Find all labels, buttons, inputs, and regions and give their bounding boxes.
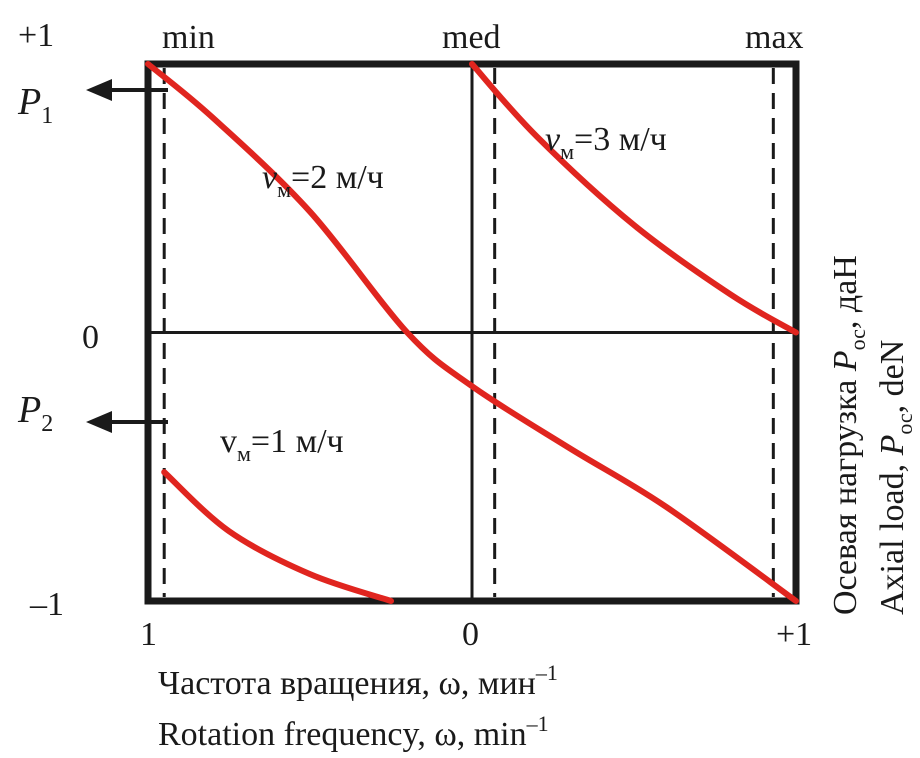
series-label-1: vм=1 м/ч xyxy=(220,423,344,466)
y-scale-label-bottom: –1 xyxy=(29,586,64,623)
top-label-med: med xyxy=(442,19,501,56)
top-label-max: max xyxy=(745,19,804,56)
y-axis-label-en: Axial load, Pос, deN xyxy=(874,340,917,615)
p1-label: P1 xyxy=(17,81,53,129)
x-axis-label-ru: Частота вращения, ω, мин–1 xyxy=(158,660,558,702)
x-scale-label-center: 0 xyxy=(462,616,479,653)
series-label-2: vм=2 м/ч xyxy=(262,159,384,202)
series-line-2 xyxy=(145,61,799,604)
series-label-3: vм=3 м/ч xyxy=(545,121,667,164)
series-line-1 xyxy=(161,469,394,604)
series-line-3 xyxy=(469,61,799,336)
p1-arrow xyxy=(86,79,168,101)
x-axis-label-en: Rotation frequency, ω, min–1 xyxy=(158,711,549,753)
p2-label: P2 xyxy=(17,389,53,437)
p2-arrow xyxy=(86,411,168,433)
y-axis-label-ru: Осевая нагрузка Pос, даН xyxy=(827,255,870,615)
y-scale-label-middle: 0 xyxy=(82,319,99,356)
x-scale-label-right: +1 xyxy=(776,616,812,653)
top-label-min: min xyxy=(162,19,215,56)
x-scale-label-left: 1 xyxy=(140,616,157,653)
y-scale-label-top: +1 xyxy=(18,17,54,54)
